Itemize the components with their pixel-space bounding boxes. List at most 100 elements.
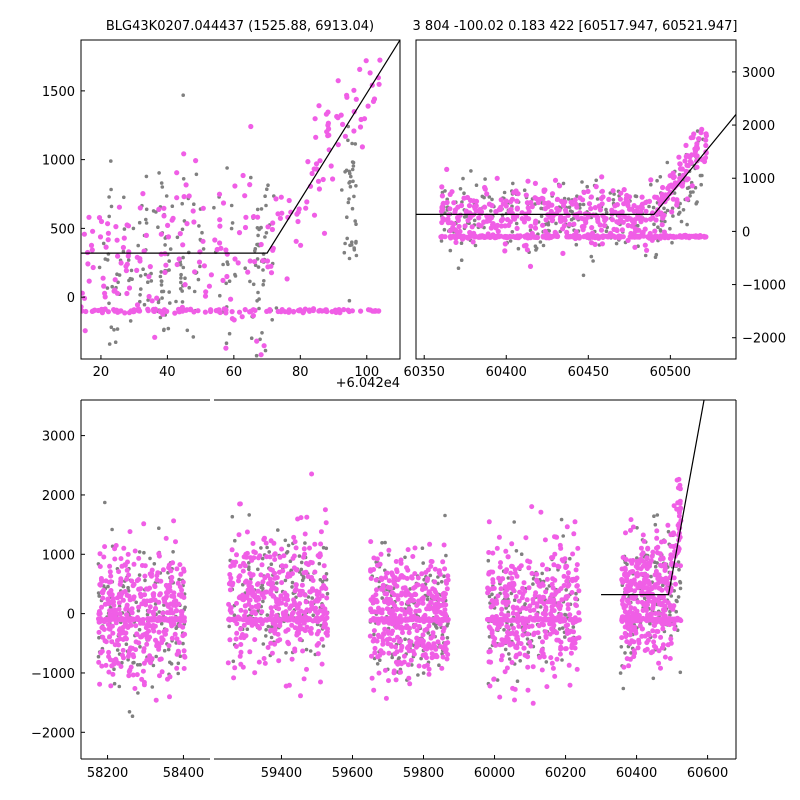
magenta-point — [316, 596, 322, 602]
magenta-point — [181, 653, 187, 659]
magenta-point — [291, 597, 297, 603]
magenta-point — [164, 590, 169, 596]
gray-point — [233, 274, 238, 278]
magenta-point — [599, 188, 606, 194]
magenta-point — [405, 567, 411, 573]
magenta-point — [508, 206, 514, 212]
magenta-point — [639, 194, 645, 200]
gray-point — [483, 177, 487, 181]
magenta-point — [478, 209, 485, 215]
magenta-point — [174, 170, 180, 176]
magenta-point — [149, 597, 155, 603]
magenta-point — [291, 534, 297, 540]
magenta-point — [358, 308, 364, 314]
magenta-point — [120, 629, 126, 634]
gray-point — [263, 194, 267, 198]
magenta-point — [124, 612, 129, 618]
magenta-point — [161, 205, 167, 211]
gray-point — [560, 658, 564, 662]
magenta-point — [414, 582, 420, 588]
magenta-point — [508, 570, 514, 576]
magenta-point — [426, 671, 432, 677]
magenta-point — [378, 648, 384, 654]
x-tick-label: 60600 — [687, 766, 728, 781]
magenta-point — [317, 158, 323, 164]
magenta-point — [301, 554, 306, 560]
gray-point — [97, 635, 101, 640]
magenta-point — [625, 612, 631, 618]
magenta-point — [659, 616, 664, 622]
magenta-point — [447, 228, 453, 234]
magenta-point — [319, 308, 325, 314]
magenta-point — [117, 611, 123, 617]
magenta-point — [261, 595, 267, 600]
magenta-point — [659, 191, 665, 197]
gray-point — [354, 222, 358, 226]
magenta-point — [298, 592, 303, 598]
gray-point — [522, 188, 527, 192]
magenta-point — [648, 585, 654, 591]
magenta-point — [527, 639, 533, 645]
magenta-point — [317, 608, 323, 614]
magenta-point — [97, 681, 103, 687]
magenta-point — [490, 580, 496, 586]
magenta-point — [510, 604, 516, 610]
magenta-point — [156, 629, 162, 635]
magenta-point — [572, 519, 578, 525]
magenta-point — [98, 618, 104, 624]
magenta-point — [179, 609, 185, 615]
magenta-point — [395, 593, 401, 599]
gray-point — [439, 580, 444, 584]
x-tick-label: 60450 — [568, 365, 609, 380]
magenta-point — [106, 579, 112, 585]
magenta-point — [175, 580, 181, 586]
magenta-point — [509, 575, 515, 581]
magenta-point — [440, 216, 446, 222]
magenta-point — [304, 615, 310, 621]
gray-point — [144, 207, 149, 212]
magenta-point — [268, 270, 275, 276]
magenta-point — [272, 557, 278, 562]
magenta-point — [90, 228, 96, 234]
magenta-point — [473, 203, 479, 209]
gray-point — [276, 528, 280, 532]
magenta-point — [141, 660, 147, 666]
magenta-point — [275, 631, 281, 637]
magenta-point — [134, 302, 141, 308]
magenta-point — [623, 557, 629, 562]
gray-point — [353, 219, 358, 223]
magenta-point — [146, 274, 152, 280]
magenta-point — [537, 654, 543, 660]
magenta-point — [539, 667, 545, 673]
magenta-point — [645, 546, 651, 552]
gray-point — [156, 225, 160, 229]
magenta-point — [146, 608, 152, 614]
y-tick-label: 0 — [67, 608, 75, 623]
magenta-point — [234, 630, 240, 636]
magenta-point — [383, 597, 389, 603]
magenta-point — [635, 209, 642, 215]
gray-point — [462, 191, 466, 195]
magenta-point — [238, 649, 244, 655]
magenta-point — [208, 272, 214, 278]
magenta-point — [81, 231, 87, 237]
gray-point — [128, 319, 133, 323]
magenta-point — [127, 597, 133, 603]
gray-point — [490, 592, 494, 597]
magenta-point — [192, 269, 198, 275]
magenta-point — [144, 630, 150, 636]
magenta-point — [390, 628, 395, 634]
magenta-point — [371, 636, 377, 642]
magenta-point — [367, 70, 373, 76]
magenta-point — [245, 269, 251, 275]
magenta-point — [183, 182, 189, 188]
magenta-point — [186, 193, 192, 199]
magenta-point — [123, 263, 129, 269]
magenta-point — [138, 634, 144, 640]
magenta-point — [405, 547, 411, 553]
gray-point — [299, 560, 304, 565]
gray-point — [269, 635, 274, 640]
magenta-point — [310, 618, 316, 624]
gray-point — [678, 670, 683, 675]
magenta-point — [178, 571, 184, 577]
